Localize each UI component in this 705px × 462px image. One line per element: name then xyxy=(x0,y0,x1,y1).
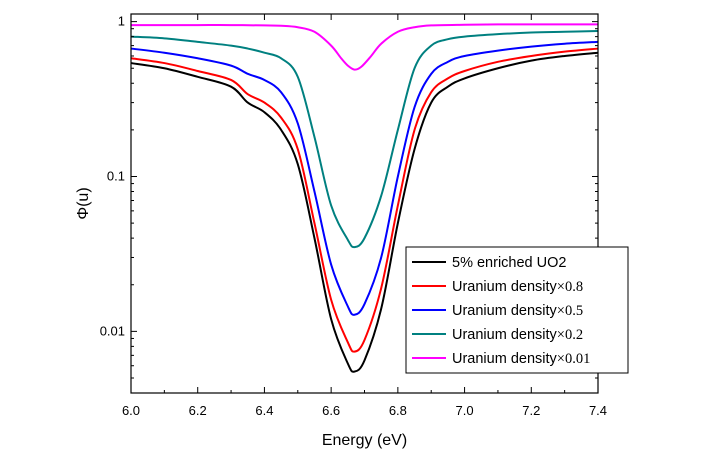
x-axis-title: Energy (eV) xyxy=(322,432,407,449)
x-tick-label: 6.0 xyxy=(122,403,140,418)
series-line-3 xyxy=(130,29,599,249)
y-tick-label: 0.1 xyxy=(107,168,125,183)
y-tick-label: 0.01 xyxy=(100,323,125,338)
legend-label-multiplier: ×0.8 xyxy=(557,279,583,295)
plot-lines xyxy=(130,23,599,373)
x-tick-label: 6.2 xyxy=(189,403,207,418)
legend: 5% enriched UO2 Uranium density×0.8 Uraniu… xyxy=(405,246,629,374)
legend-label: 5% enriched UO2 xyxy=(452,255,566,271)
x-tick-label: 7.4 xyxy=(589,403,607,418)
x-tick-label: 7.0 xyxy=(456,403,474,418)
legend-label-multiplier: ×0.01 xyxy=(557,351,591,367)
y-axis-title: Φ(u) xyxy=(75,187,92,219)
legend-label: Uranium density×0.8 xyxy=(452,279,583,295)
series-line-1 xyxy=(130,47,599,353)
legend-label: Uranium density×0.5 xyxy=(452,303,583,319)
legend-label: Uranium density×0.01 xyxy=(452,351,590,367)
x-tick-label: 7.2 xyxy=(522,403,540,418)
x-tick-label: 6.4 xyxy=(255,403,273,418)
series-line-4 xyxy=(131,23,598,71)
legend-label-multiplier: ×0.2 xyxy=(557,327,583,343)
x-tick-label: 6.8 xyxy=(389,403,407,418)
legend-label: Uranium density×0.2 xyxy=(452,327,583,343)
x-axis: 6.0 6.2 6.4 6.6 6.8 7.0 7.2 7.4 xyxy=(122,14,607,418)
series-line-0 xyxy=(130,51,599,373)
y-tick-label: 1 xyxy=(118,14,125,29)
series-line-2 xyxy=(130,40,599,316)
legend-label-multiplier: ×0.5 xyxy=(557,303,583,319)
x-tick-label: 6.6 xyxy=(322,403,340,418)
